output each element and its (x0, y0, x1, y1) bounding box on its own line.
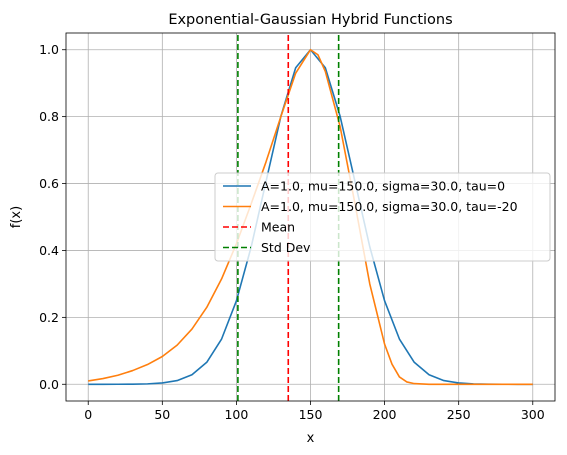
legend-label: Mean (261, 220, 295, 235)
x-tick-label: 250 (447, 407, 471, 422)
x-tick-label: 50 (154, 407, 170, 422)
x-tick-label: 300 (521, 407, 545, 422)
y-tick-label: 0.2 (39, 310, 59, 325)
legend-label: A=1.0, mu=150.0, sigma=30.0, tau=0 (261, 179, 505, 194)
legend-label: Std Dev (261, 240, 311, 255)
y-tick-label: 0.8 (39, 109, 59, 124)
x-tick-label: 150 (299, 407, 323, 422)
ticks: 0 50 100 150 200 250 300 0.0 0.2 0.4 0.6 0.8 1.0 (39, 42, 545, 422)
x-axis-label: x (307, 431, 315, 446)
y-tick-label: 1.0 (39, 42, 59, 57)
chart-title: Exponential-Gaussian Hybrid Functions (168, 12, 452, 28)
legend-label: A=1.0, mu=150.0, sigma=30.0, tau=-20 (261, 199, 518, 214)
y-tick-label: 0.6 (39, 176, 59, 191)
legend-box (214, 172, 551, 262)
y-tick-label: 0.0 (39, 377, 59, 392)
x-tick-label: 200 (373, 407, 397, 422)
y-tick-label: 0.4 (39, 243, 59, 258)
x-tick-label: 0 (84, 407, 92, 422)
legend: A=1.0, mu=150.0, sigma=30.0, tau=0 A=1.0,… (214, 172, 551, 262)
x-tick-label: 100 (224, 407, 248, 422)
series-tau-neg20-line (88, 48, 533, 386)
y-axis-label: f(x) (9, 206, 24, 228)
